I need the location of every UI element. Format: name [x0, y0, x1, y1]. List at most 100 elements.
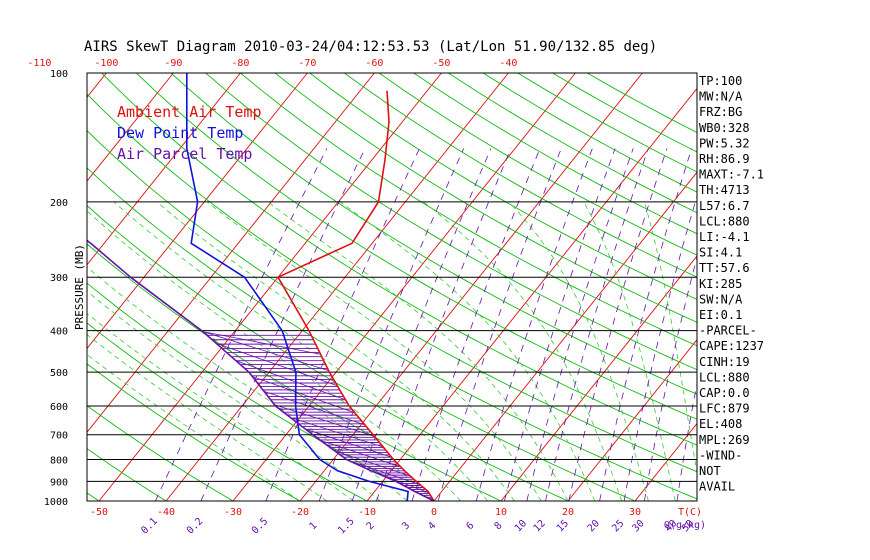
dry-adiabat-line: [170, 73, 697, 395]
mixing-ratio-line: [526, 148, 634, 501]
pressure-tick-label: 400: [50, 327, 68, 338]
top-temp-tick-label: -60: [365, 58, 383, 69]
isotherm-line: [87, 73, 375, 433]
stat-entry: CAP:0.0: [699, 386, 750, 400]
dry-adiabat-line: [87, 448, 167, 501]
chart-title: AIRS SkewT Diagram 2010-03-24/04:12:53.5…: [84, 39, 657, 55]
bottom-temp-tick-label: 10: [495, 507, 507, 518]
mixing-ratio-line: [568, 148, 668, 501]
cape-hatch-diagonal: [349, 460, 421, 486]
dry-adiabat-line: [344, 73, 697, 278]
mixing-ratio-tick-label: 6: [465, 520, 477, 532]
stat-entry: -WIND-: [699, 448, 742, 462]
mixing-ratio-tick-label: 2: [365, 520, 377, 532]
cape-hatch-diagonal: [202, 331, 321, 355]
isotherm-line: [87, 73, 174, 182]
cape-hatch-diagonal: [305, 428, 392, 458]
bottom-temp-tick-label: -40: [157, 507, 175, 518]
isotherm-line: [232, 73, 576, 501]
stat-entry: EI:0.1: [699, 308, 742, 322]
mixing-ratio-unit: Q(g/kg): [664, 520, 706, 531]
stat-entry: EL:408: [699, 417, 742, 431]
isotherm-line: [98, 73, 442, 501]
bottom-temp-tick-label: -20: [291, 507, 309, 518]
stat-entry: NOT: [699, 464, 721, 478]
dry-adiabat-line: [413, 73, 697, 235]
top-temp-tick-label: -110: [27, 58, 51, 69]
bottom-temp-tick-label: 20: [562, 507, 574, 518]
moist-adiabat-line: [267, 201, 569, 501]
cape-hatch-diagonal: [235, 360, 346, 401]
mixing-ratio-line: [411, 148, 541, 501]
stat-entry: FRZ:BG: [699, 105, 742, 119]
pressure-tick-label: 1000: [44, 497, 68, 508]
stat-entry: RH:86.9: [699, 152, 750, 166]
pressure-tick-label: 200: [50, 198, 68, 209]
isotherm-line: [433, 171, 697, 501]
stat-entry: LCL:880: [699, 370, 750, 384]
bottom-temp-tick-label: -50: [90, 507, 108, 518]
stat-entry: PW:5.32: [699, 136, 750, 150]
mixing-ratio-tick-label: 15: [555, 518, 571, 534]
mixing-ratio-tick-label: 8: [493, 520, 505, 532]
legend-entry: Dew Point Temp: [117, 124, 243, 142]
stat-entry: SI:4.1: [699, 246, 742, 260]
pressure-tick-label: 500: [50, 368, 68, 379]
moist-adiabat-line: [113, 201, 488, 501]
mixing-ratio-tick-label: 20: [586, 518, 602, 534]
legend-entry: Ambient Air Temp: [117, 103, 262, 121]
cape-hatch-diagonal: [320, 440, 401, 468]
mixing-ratio-tick-label: 25: [610, 518, 626, 534]
mixing-ratio-tick-label: 10: [513, 518, 529, 534]
pressure-tick-label: 600: [50, 402, 68, 413]
mixing-ratio-line: [475, 148, 593, 501]
stat-entry: CINH:19: [699, 355, 750, 369]
stat-entry: MW:N/A: [699, 90, 743, 104]
moist-adiabat-line: [87, 334, 328, 501]
mixing-ratio-tick-label: 0.5: [250, 516, 271, 537]
stat-entry: LI:-4.1: [699, 230, 750, 244]
pressure-tick-label: 900: [50, 477, 68, 488]
series-line-dew-point-temp: [186, 73, 409, 501]
mixing-ratio-tick-label: 1: [307, 520, 319, 532]
mixing-ratio-tick-label: 30: [630, 518, 646, 534]
bottom-temp-tick-label: -10: [358, 507, 376, 518]
mixing-ratio-line: [265, 148, 420, 501]
dry-adiabat-line: [87, 130, 697, 500]
dry-adiabat-line: [87, 204, 570, 501]
stat-entry: LFC:879: [699, 402, 750, 416]
mixing-ratio-tick-label: 3: [400, 520, 412, 532]
profile-series: [87, 73, 435, 501]
mixing-ratio-line: [623, 194, 697, 501]
stat-entry: LCL:880: [699, 214, 750, 228]
isotherm-line: [634, 422, 697, 501]
moist-adiabat-line: [643, 201, 697, 475]
stat-entry: SW:N/A: [699, 292, 743, 306]
dry-adiabat-line: [87, 492, 100, 501]
isotherm-line: [366, 87, 697, 501]
stat-entry: WB0:328: [699, 121, 750, 135]
y-axis-label: PRESSURE (MB): [73, 244, 86, 330]
mixing-ratio-line: [437, 148, 562, 501]
isotherm-line: [87, 73, 241, 266]
dry-adiabat-line: [87, 243, 503, 501]
series-line-air-parcel-temp: [87, 239, 435, 501]
dry-adiabat-line: [378, 73, 697, 256]
stat-entry: MPL:269: [699, 433, 750, 447]
cape-hatch-diagonal: [252, 376, 355, 414]
stat-entry: KI:285: [699, 277, 742, 291]
mixing-ratio-tick-label: 0.2: [185, 516, 206, 537]
dry-adiabat-line: [0, 73, 45, 510]
isotherm-line: [500, 255, 697, 501]
mixing-ratio-line: [504, 148, 616, 501]
stat-entry: TT:57.6: [699, 261, 750, 275]
moist-adiabat-line: [583, 201, 676, 501]
isotherm-line: [836, 73, 870, 501]
dry-adiabat-line: [87, 405, 234, 501]
mixing-ratio-line: [376, 148, 512, 501]
moist-adiabat-line: [339, 201, 596, 501]
cape-hatch-diagonal: [263, 390, 366, 426]
temp-axis-unit: T(C): [678, 507, 702, 518]
top-temp-tick-label: -90: [164, 58, 182, 69]
